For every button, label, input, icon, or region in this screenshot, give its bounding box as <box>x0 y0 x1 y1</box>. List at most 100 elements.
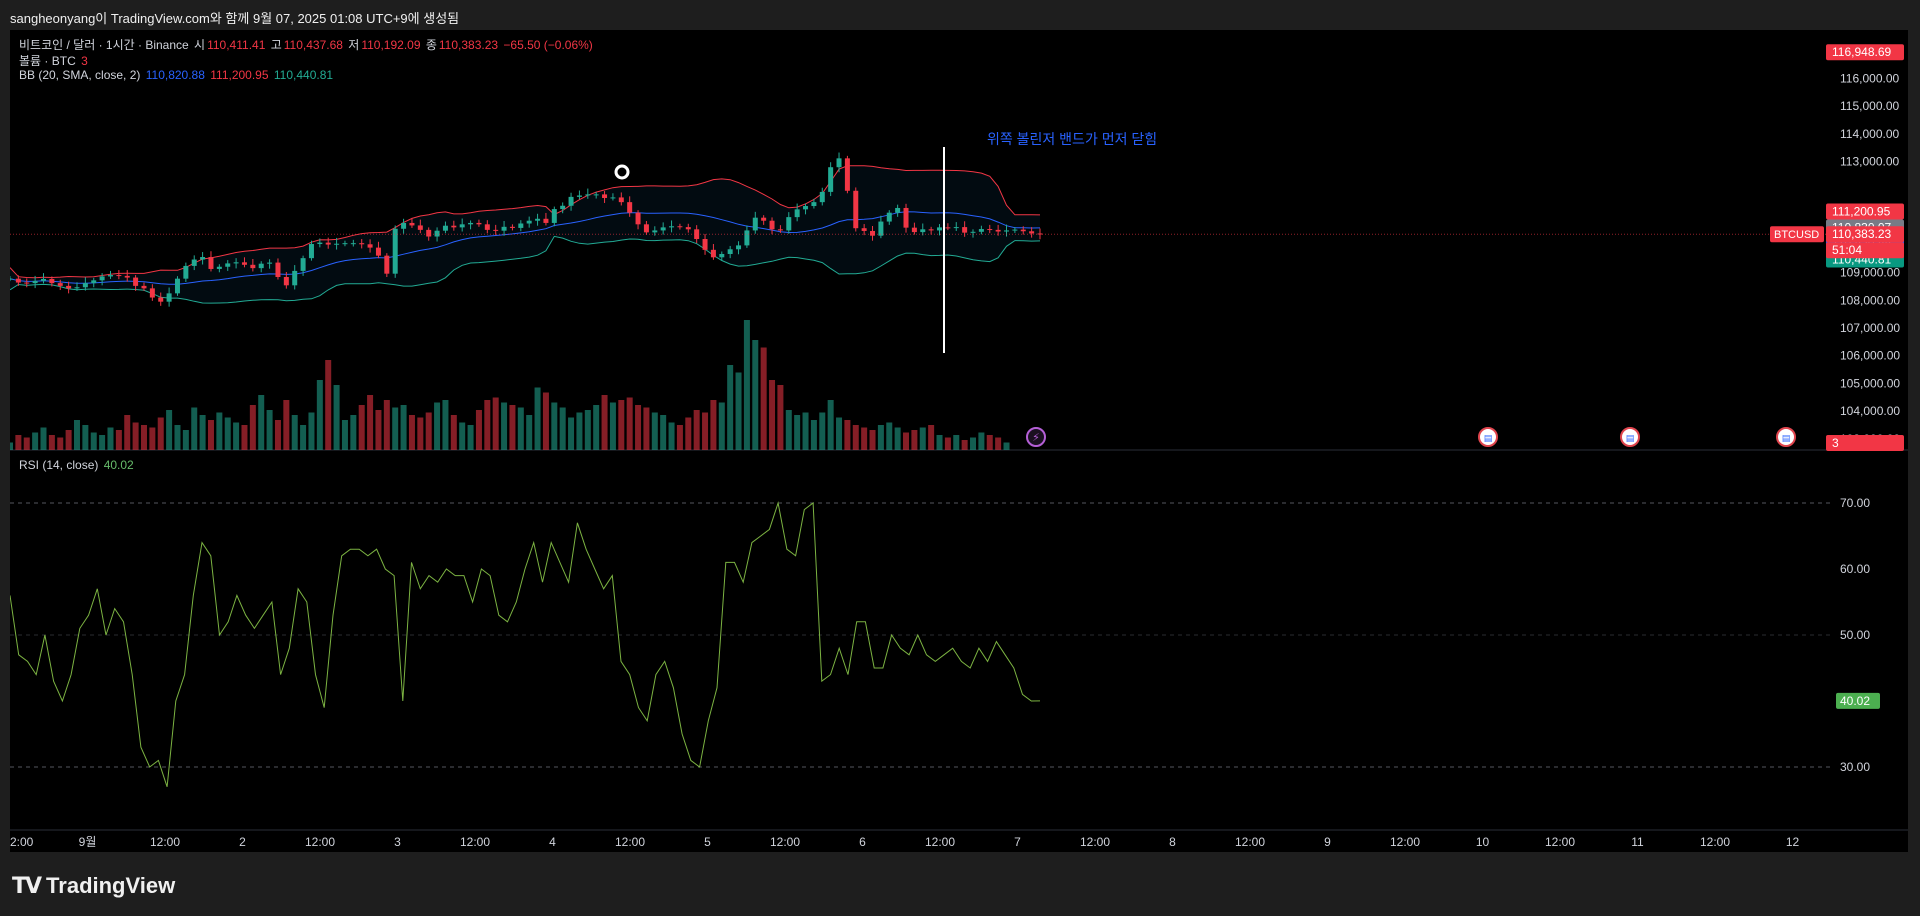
volume-bar <box>182 430 189 450</box>
volume-bar <box>467 425 474 450</box>
volume-bar <box>534 387 541 450</box>
volume-bar <box>609 402 616 450</box>
volume-bar <box>986 435 993 450</box>
time-tick: 9 <box>1324 835 1331 849</box>
volume-bar <box>936 435 943 450</box>
time-tick: 12 <box>1786 835 1800 849</box>
candle-body <box>736 245 742 250</box>
candle-body <box>853 190 859 229</box>
time-tick: 12:00 <box>1700 835 1730 849</box>
candle-body <box>384 255 390 274</box>
candle-body <box>953 227 959 229</box>
rsi-label: RSI (14, close) <box>19 458 99 472</box>
candle-body <box>342 243 348 245</box>
volume-bar <box>517 407 524 450</box>
volume-bar <box>325 360 332 450</box>
time-tick: 7 <box>1014 835 1021 849</box>
volume-bar <box>626 397 633 450</box>
volume-bar <box>224 417 231 450</box>
candle-body <box>468 222 474 225</box>
time-tick: 9월 <box>79 835 97 849</box>
candle-body <box>200 257 206 260</box>
volume-bar <box>283 400 290 450</box>
volume-bar <box>249 405 256 450</box>
volume-bar <box>785 410 792 450</box>
legend-close: 110,383.23 <box>438 38 499 52</box>
countdown-badge: 51:04 <box>1832 243 1862 257</box>
volume-bar <box>718 402 725 450</box>
candle-body <box>585 194 591 196</box>
candle-body <box>1020 229 1026 232</box>
time-tick: 12:00 <box>925 835 955 849</box>
price-tick: 108,000.00 <box>1840 293 1900 307</box>
candle-body <box>459 224 465 228</box>
candle-body <box>970 231 976 233</box>
candle-body <box>57 283 63 286</box>
top-price-badge: 116,948.69 <box>1832 45 1891 59</box>
time-tick: 12:00 <box>1080 835 1110 849</box>
header-title: sangheonyang이 TradingView.com와 함께 9월 07,… <box>10 11 460 26</box>
symbol-tag: BTCUSD <box>1774 229 1819 241</box>
volume-bar <box>903 432 910 450</box>
candle-body <box>141 285 147 289</box>
volume-bar <box>911 430 918 450</box>
candle-body <box>501 226 507 231</box>
volume-bar <box>82 425 89 450</box>
volume-bar <box>48 435 55 450</box>
time-tick: 12:00 <box>1235 835 1265 849</box>
us-flag-icon[interactable]: ▤ <box>1478 427 1498 447</box>
legend-symbol[interactable]: 비트코인 / 달러 · 1시간 · Binance <box>19 38 189 52</box>
legend-low-label: 저 <box>348 38 360 52</box>
candle-body <box>24 282 30 284</box>
candle-body <box>509 226 515 228</box>
candle-body <box>124 275 130 278</box>
candle-body <box>292 270 298 286</box>
volume-bar <box>861 427 868 450</box>
volume-bar <box>408 415 415 450</box>
candle-body <box>752 217 758 231</box>
volume-bar <box>442 400 449 450</box>
candle-body <box>158 297 164 302</box>
volume-legend[interactable]: 볼륨 · BTC 3 <box>19 52 90 69</box>
chart-annotation[interactable]: 위쪽 볼린저 밴드가 먼저 닫힘 <box>987 131 1158 147</box>
volume-bar <box>928 425 935 450</box>
volume-bar <box>233 422 240 450</box>
legend-high: 110,437.68 <box>283 38 343 52</box>
price-tick: 105,000.00 <box>1840 376 1900 390</box>
candle-body <box>267 262 273 264</box>
candle-body <box>803 206 809 210</box>
flash-icon[interactable]: ⚡ <box>1026 427 1046 447</box>
candle-body <box>610 197 616 199</box>
volume-bar <box>140 425 147 450</box>
volume-bar <box>961 440 968 450</box>
volume-bar <box>760 347 767 450</box>
volume-bar <box>651 412 658 450</box>
chart-frame[interactable]: 116,000.00 115,000.00 114,000.00 113,000.00… <box>10 30 1908 852</box>
chart-canvas[interactable]: 116,000.00 115,000.00 114,000.00 113,000.00… <box>10 30 1908 852</box>
us-flag-icon[interactable]: ▤ <box>1776 427 1796 447</box>
candle-body <box>10 278 13 280</box>
candle-body <box>133 277 139 286</box>
candle-body <box>576 195 582 197</box>
volume-bar <box>601 395 608 450</box>
candle-body <box>392 228 398 274</box>
candle-body <box>367 244 373 248</box>
volume-bar <box>559 407 566 450</box>
volume-bar <box>727 365 734 450</box>
volume-bar <box>509 405 516 450</box>
volume-bar <box>769 380 776 450</box>
time-tick: 12:00 <box>615 835 645 849</box>
volume-bar <box>869 430 876 450</box>
volume-badge-bg <box>1826 435 1904 451</box>
candle-body <box>401 222 407 229</box>
volume-bar <box>819 412 826 450</box>
bb-legend[interactable]: BB (20, SMA, close, 2) 110,820.88 111,20… <box>19 68 335 82</box>
candle-body <box>99 276 105 281</box>
candle-body <box>769 220 775 230</box>
tradingview-logo[interactable]: TV TradingView <box>12 873 175 899</box>
candle-body <box>149 288 155 298</box>
candle-body <box>903 207 909 228</box>
us-flag-icon[interactable]: ▤ <box>1620 427 1640 447</box>
rsi-legend[interactable]: RSI (14, close) 40.02 <box>19 458 136 472</box>
candle-body <box>669 226 675 228</box>
